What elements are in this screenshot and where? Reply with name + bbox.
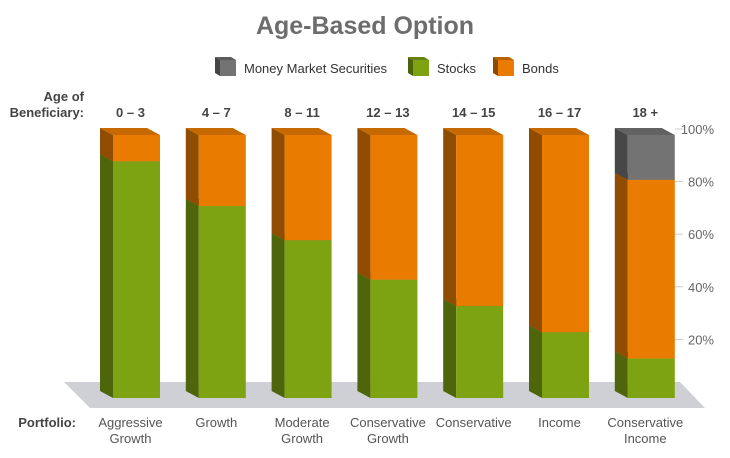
bar-segment-stocks [370, 279, 418, 398]
chart-legend: Money Market Securities Stocks Bonds [215, 57, 559, 76]
bar-segment-bonds [113, 135, 160, 162]
bar-segment-side-stocks [185, 199, 199, 398]
bar-segment-stocks [198, 206, 246, 398]
bar-segment-top-bonds [529, 128, 589, 135]
bar-segment-top-bonds [100, 128, 160, 135]
legend-swatch-top [215, 57, 236, 60]
y-tick-label: 80% [688, 175, 714, 190]
bar-segment-side-bonds [357, 128, 371, 280]
bar-segment-side-bonds [100, 128, 113, 162]
age-category-label: 12 – 13 [366, 105, 409, 120]
bar-segment-stocks [542, 332, 589, 398]
bar-segment-bonds [284, 135, 332, 241]
legend-swatch [220, 60, 236, 76]
age-labels: 0 – 3 4 – 7 8 – 11 12 – 13 14 – 15 16 – 17 18 … [116, 105, 658, 120]
legend-swatch-side [215, 57, 220, 76]
chart-title: Age-Based Option [256, 12, 474, 40]
bar-segment-top-bonds [185, 128, 246, 135]
y-axis-ticks: 20% 40% 60% 80% 100% [675, 122, 714, 347]
portfolio-label: Conservative [607, 415, 683, 430]
bar-segment-side-bonds [443, 128, 457, 306]
portfolio-label: Growth [110, 431, 152, 446]
age-category-label: 0 – 3 [116, 105, 145, 120]
y-tick-label: 40% [688, 280, 714, 295]
bar-stack [100, 128, 160, 398]
legend-item-bonds: Bonds [493, 57, 559, 76]
bar-segment-bonds [627, 179, 675, 359]
legend-item-money-market-securities: Money Market Securities [215, 57, 388, 76]
bar-stack [443, 128, 504, 398]
legend-swatch-side [493, 57, 498, 76]
portfolio-label: Conservative [350, 415, 426, 430]
y-tick-label: 100% [681, 122, 715, 137]
y-tick-label: 60% [688, 227, 714, 242]
bar-stack [357, 128, 418, 398]
bar-segment-side-stocks [100, 154, 113, 398]
bar-segment-top-bonds [443, 128, 504, 135]
bar-segment-bonds [370, 135, 418, 280]
bar-segment-side-stocks [271, 233, 285, 398]
bar-stack [529, 128, 589, 398]
age-category-label: 4 – 7 [202, 105, 231, 120]
portfolio-label: Growth [281, 431, 323, 446]
y-tick-label: 20% [688, 332, 714, 347]
bar-segment-side-bonds [185, 128, 199, 207]
portfolio-label: Income [538, 415, 581, 430]
portfolio-label: Moderate [275, 415, 330, 430]
bar-segment-top-bonds [271, 128, 332, 135]
bar-segment-stocks [113, 161, 160, 398]
bar-stack [185, 128, 246, 398]
legend-label: Stocks [437, 61, 477, 76]
bar-segment-side-stocks [357, 272, 371, 398]
bar-segment-bonds [198, 135, 246, 207]
bar-segment-side-bonds [529, 128, 542, 333]
age-row-label-line2: Beneficiary: [10, 105, 84, 120]
bar-segment-money-market-securities [627, 135, 675, 180]
age-category-label: 8 – 11 [284, 105, 319, 120]
legend-swatch [498, 60, 514, 76]
bar-segment-bonds [456, 135, 504, 306]
bar-segment-side-bonds [271, 128, 285, 241]
age-category-label: 16 – 17 [538, 105, 581, 120]
bar-segment-stocks [456, 305, 504, 398]
portfolio-label: Conservative [436, 415, 512, 430]
bar-segment-top-money-market-securities [614, 128, 675, 135]
bar-segment-side-stocks [443, 298, 457, 398]
portfolio-label: Income [624, 431, 667, 446]
portfolio-label: Growth [195, 415, 237, 430]
legend-item-stocks: Stocks [408, 57, 477, 76]
bar-segment-side-stocks [529, 325, 542, 398]
bar-stack [271, 128, 332, 398]
legend-label: Money Market Securities [244, 61, 388, 76]
bar-segment-stocks [284, 240, 332, 398]
portfolio-row-label: Portfolio: [18, 415, 76, 430]
legend-swatch [413, 60, 429, 76]
bars-group [100, 128, 675, 398]
bar-segment-bonds [542, 135, 589, 333]
bar-segment-stocks [627, 358, 675, 398]
age-row-label-line1: Age of [44, 89, 85, 104]
portfolio-label: Growth [367, 431, 409, 446]
legend-swatch-top [408, 57, 429, 60]
bar-segment-side-stocks [614, 351, 628, 398]
age-category-label: 18 + [632, 105, 658, 120]
bar-segment-top-bonds [357, 128, 418, 135]
bar-segment-side-money-market-securities [614, 128, 628, 180]
legend-label: Bonds [522, 61, 559, 76]
legend-swatch-side [408, 57, 413, 76]
bar-segment-side-bonds [614, 172, 628, 359]
legend-swatch-top [493, 57, 514, 60]
portfolio-label: Aggressive [98, 415, 162, 430]
age-category-label: 14 – 15 [452, 105, 495, 120]
bar-stack [614, 128, 675, 398]
